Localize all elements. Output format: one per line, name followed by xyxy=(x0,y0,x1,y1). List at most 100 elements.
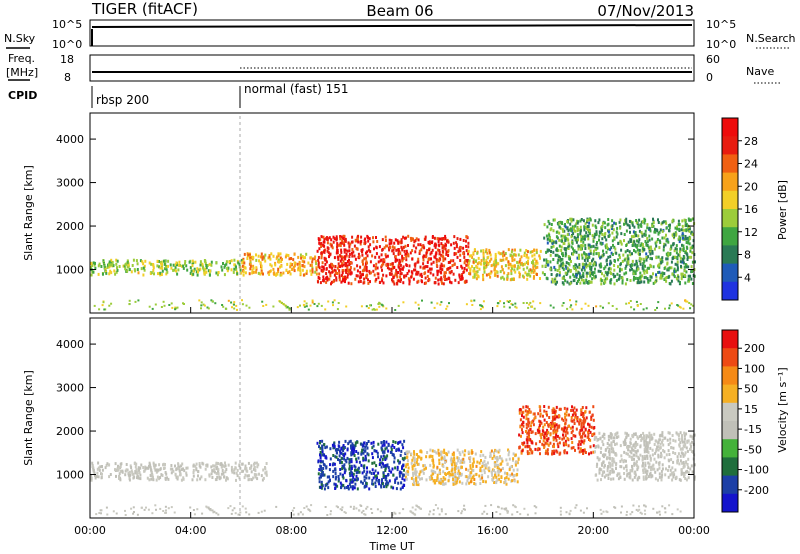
heatmap-cell xyxy=(375,464,378,468)
heatmap-cell xyxy=(522,405,525,409)
heatmap-cell xyxy=(421,477,423,481)
heatmap-cell xyxy=(320,245,323,248)
heatmap-cell xyxy=(510,302,513,305)
heatmap-cell xyxy=(634,276,637,280)
heatmap-cell xyxy=(244,467,247,471)
heatmap-cell xyxy=(128,474,131,478)
heatmap-cell xyxy=(606,263,609,267)
heatmap-cell xyxy=(431,472,434,476)
heatmap-cell xyxy=(410,476,413,480)
heatmap-cell xyxy=(521,411,524,415)
heatmap-cell xyxy=(365,274,368,278)
heatmap-cell xyxy=(674,269,677,273)
heatmap-cell xyxy=(299,269,302,272)
heatmap-cell xyxy=(371,456,374,460)
heatmap-cell xyxy=(543,434,545,438)
heatmap-cell xyxy=(687,274,690,278)
heatmap-cell xyxy=(260,271,263,275)
heatmap-cell xyxy=(375,449,378,453)
heatmap-cell xyxy=(591,223,594,227)
heatmap-cell xyxy=(509,262,512,266)
heatmap-cell xyxy=(541,271,544,275)
heatmap-cell xyxy=(631,434,634,438)
heatmap-cell xyxy=(175,307,178,310)
heatmap-cell xyxy=(437,243,440,247)
heatmap-cell xyxy=(381,263,384,267)
heatmap-cell xyxy=(324,455,327,459)
heatmap-cell xyxy=(380,465,383,469)
heatmap-cell xyxy=(552,240,555,244)
heatmap-cell xyxy=(390,239,393,243)
heatmap-cell xyxy=(415,237,418,241)
heatmap-cell xyxy=(553,410,556,414)
heatmap-cell xyxy=(323,249,326,253)
heatmap-cell xyxy=(354,478,356,482)
heatmap-cell xyxy=(496,455,499,459)
heatmap-cell xyxy=(390,450,393,454)
heatmap-cell xyxy=(645,434,648,438)
heatmap-cell xyxy=(534,432,537,436)
heatmap-cell xyxy=(345,252,348,256)
heatmap-cell xyxy=(499,258,502,262)
heatmap-cell xyxy=(665,467,667,471)
heatmap-cell xyxy=(553,422,556,426)
heatmap-cell xyxy=(323,244,326,248)
heatmap-cell xyxy=(128,478,131,482)
heatmap-cell xyxy=(337,257,340,261)
heatmap-cell xyxy=(356,239,359,243)
heatmap-cell xyxy=(676,455,679,459)
heatmap-cell xyxy=(272,254,275,258)
heatmap-cell xyxy=(321,453,324,457)
heatmap-cell xyxy=(597,438,600,441)
heatmap-cell xyxy=(257,254,260,258)
heatmap-cell xyxy=(688,225,691,229)
heatmap-cell xyxy=(457,457,460,461)
heatmap-cell xyxy=(581,265,584,269)
heatmap-cell xyxy=(587,246,590,250)
heatmap-cell xyxy=(92,261,95,265)
heatmap-cell xyxy=(643,456,645,460)
heatmap-cell xyxy=(645,475,647,479)
heatmap-cell xyxy=(621,278,624,282)
heatmap-cell xyxy=(342,449,345,453)
heatmap-cell xyxy=(473,248,476,252)
heatmap-cell xyxy=(421,299,423,302)
heatmap-cell xyxy=(546,413,548,417)
heatmap-cell xyxy=(671,256,674,260)
heatmap-cell xyxy=(471,451,474,454)
heatmap-cell xyxy=(631,252,633,256)
heatmap-cell xyxy=(427,279,430,283)
heatmap-cell xyxy=(547,219,550,223)
heatmap-cell xyxy=(126,468,129,472)
heatmap-cell xyxy=(597,458,600,461)
heatmap-cell xyxy=(603,233,606,236)
heatmap-cell xyxy=(617,277,620,281)
heatmap-cell xyxy=(362,443,365,447)
heatmap-cell xyxy=(581,262,584,266)
heatmap-cell xyxy=(660,222,663,226)
heatmap-cell xyxy=(494,471,497,475)
heatmap-cell xyxy=(192,272,195,276)
heatmap-cell xyxy=(135,259,138,263)
heatmap-cell xyxy=(382,260,385,264)
heatmap-cell xyxy=(526,435,529,439)
heatmap-cell xyxy=(392,252,395,256)
heatmap-cell xyxy=(588,255,591,259)
heatmap-cell xyxy=(504,264,507,268)
heatmap-cell xyxy=(324,446,327,450)
heatmap-cell xyxy=(388,267,391,271)
heatmap-cell xyxy=(507,453,510,457)
heatmap-cell xyxy=(690,255,693,259)
heatmap-cell xyxy=(215,467,218,470)
heatmap-cell xyxy=(233,303,235,306)
heatmap-cell xyxy=(170,471,173,475)
heatmap-cell xyxy=(582,419,585,423)
heatmap-cell xyxy=(413,459,416,463)
heatmap-cell xyxy=(612,450,615,454)
heatmap-cell xyxy=(623,459,626,463)
heatmap-cell xyxy=(456,448,459,452)
heatmap-cell xyxy=(363,257,366,261)
heatmap-cell xyxy=(633,463,636,467)
heatmap-cell xyxy=(354,441,357,445)
heatmap-cell xyxy=(539,302,542,305)
